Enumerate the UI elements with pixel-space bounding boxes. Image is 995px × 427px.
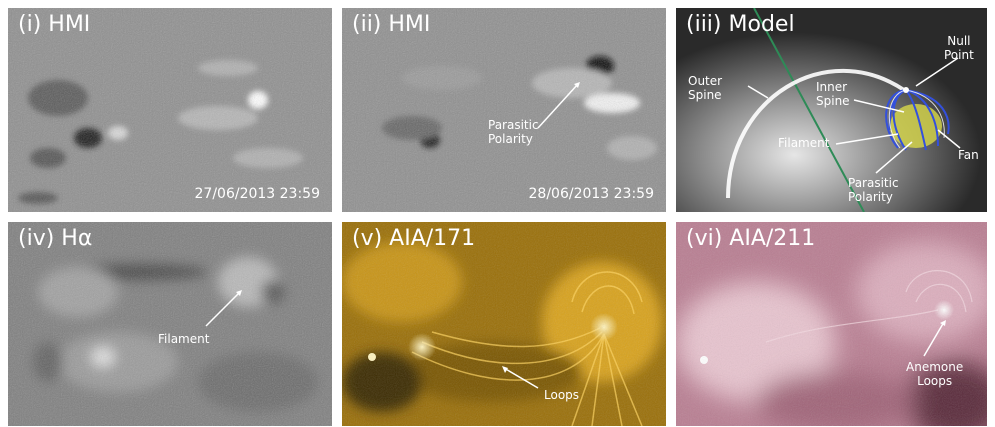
panel-aia211: (vi) AIA/211 Anemone Loops — [676, 222, 987, 426]
panel-title: (iv) Hα — [18, 226, 92, 251]
panel-hmi-2: (ii) HMI Parasitic Polarity 28/06/2013 2… — [342, 8, 666, 212]
halpha-image — [8, 222, 332, 426]
panel-hmi-1: (i) HMI 27/06/2013 23:59 — [8, 8, 332, 212]
panel-halpha: (iv) Hα Filament — [8, 222, 332, 426]
filament-label: Filament — [778, 136, 829, 150]
panel-title: (i) HMI — [18, 12, 90, 37]
null-point-label: Null Point — [944, 34, 974, 62]
aia171-image — [342, 222, 666, 426]
magnetic-model-image — [676, 8, 987, 212]
aia211-image — [676, 222, 987, 426]
panel-title: (ii) HMI — [352, 12, 430, 37]
panel-model: (iii) Model Null Point Outer Spine Inner… — [676, 8, 987, 212]
panel-title: (v) AIA/171 — [352, 226, 475, 251]
outer-spine-label: Outer Spine — [688, 74, 722, 102]
anemone-loops-label: Anemone Loops — [906, 360, 963, 388]
hmi-magnetogram-image-2 — [342, 8, 666, 212]
panel-title: (iii) Model — [686, 12, 795, 37]
panel-title: (vi) AIA/211 — [686, 226, 815, 251]
parasitic-polarity-label: Parasitic Polarity — [488, 118, 539, 146]
fan-label: Fan — [958, 148, 979, 162]
loops-label: Loops — [544, 388, 579, 402]
timestamp: 28/06/2013 23:59 — [529, 186, 655, 202]
parasitic-polarity-label: Parasitic Polarity — [848, 176, 899, 204]
panel-aia171: (v) AIA/171 Loops — [342, 222, 666, 426]
timestamp: 27/06/2013 23:59 — [195, 186, 321, 202]
hmi-magnetogram-image-1 — [8, 8, 332, 212]
filament-label: Filament — [158, 332, 209, 346]
inner-spine-label: Inner Spine — [816, 80, 850, 108]
